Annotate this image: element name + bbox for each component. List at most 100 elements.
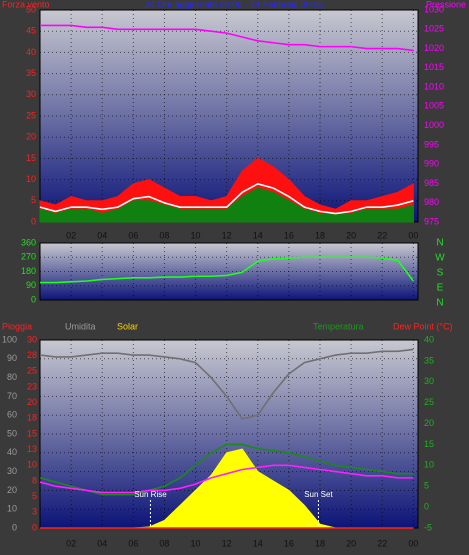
x-tick-label: 06 — [128, 538, 138, 548]
y-tick-label: 90 — [26, 280, 36, 290]
y-tick-label: 10 — [26, 174, 36, 184]
chart-title: 24 Ore aggiornato 00:00 - 24 Febbraio 00… — [145, 0, 324, 9]
legend-label: Umidita — [65, 321, 96, 331]
annotation: Sun Rise — [134, 490, 167, 499]
line — [40, 256, 414, 284]
y2-tick-label: 1015 — [424, 62, 444, 72]
y-tick-label: 50 — [26, 4, 36, 14]
y2-tick-label: 0 — [424, 501, 429, 511]
y-tick-label: 15 — [26, 153, 36, 163]
x-tick-label: 00 — [408, 230, 418, 240]
area — [39, 187, 414, 223]
x-tick-label: 12 — [222, 230, 232, 240]
y-tick-label: 25 — [26, 110, 36, 120]
compass-label: N — [436, 298, 443, 309]
legend-label: Solar — [117, 321, 138, 331]
y2-tick-label: 1020 — [424, 43, 444, 53]
x-tick-label: 18 — [315, 230, 325, 240]
x-tick-label: 14 — [253, 538, 263, 548]
x-tick-label: 00 — [408, 538, 418, 548]
x-tick-label: 06 — [128, 230, 138, 240]
legend-label: Dew Point (°C) — [393, 321, 453, 331]
y-tick-label: 45 — [26, 26, 36, 36]
y2-axis-label: Pressione — [426, 0, 466, 9]
y3-tick-label: 20 — [27, 397, 37, 407]
y2-tick-label: 20 — [424, 418, 434, 428]
y-tick-label: 70 — [7, 391, 17, 401]
y2-tick-label: 5 — [424, 481, 429, 491]
plot-area — [39, 9, 419, 223]
y3-tick-label: 25 — [27, 366, 37, 376]
y2-tick-label: 990 — [424, 159, 439, 169]
y-tick-label: 100 — [2, 334, 17, 344]
y-tick-label: 35 — [26, 68, 36, 78]
y3-tick-label: 10 — [27, 460, 37, 470]
y2-tick-label: 1005 — [424, 101, 444, 111]
y3-tick-label: 23 — [27, 381, 37, 391]
y-tick-label: 270 — [21, 252, 36, 262]
line — [39, 464, 414, 494]
line — [39, 182, 414, 215]
y3-tick-label: 18 — [27, 413, 37, 423]
y3-tick-label: 5 — [32, 491, 37, 501]
x-tick-label: 16 — [284, 538, 294, 548]
x-tick-label: 02 — [66, 538, 76, 548]
y2-tick-label: 975 — [424, 216, 439, 226]
x-tick-label: 18 — [315, 538, 325, 548]
y2-tick-label: 1030 — [424, 4, 444, 14]
x-tick-label: 22 — [377, 230, 387, 240]
y3-tick-label: 28 — [27, 350, 37, 360]
y2-tick-label: 40 — [424, 334, 434, 344]
y3-tick-label: 13 — [27, 444, 37, 454]
y2-tick-label: 980 — [424, 197, 439, 207]
x-tick-label: 20 — [346, 538, 356, 548]
y2-tick-label: 1000 — [424, 120, 444, 130]
y2-tick-label: 1010 — [424, 81, 444, 91]
y-tick-label: 60 — [7, 410, 17, 420]
line — [40, 24, 414, 52]
x-tick-label: 12 — [222, 538, 232, 548]
y2-tick-label: 995 — [424, 139, 439, 149]
line — [39, 348, 414, 420]
y-tick-label: 0 — [12, 522, 17, 532]
y-tick-label: 80 — [7, 372, 17, 382]
x-tick-label: 02 — [66, 230, 76, 240]
y-tick-label: 40 — [7, 447, 17, 457]
x-tick-label: 20 — [346, 230, 356, 240]
y2-tick-label: -5 — [424, 522, 432, 532]
y-tick-label: 5 — [31, 195, 36, 205]
x-tick-label: 10 — [191, 230, 201, 240]
legend-label: Temperatura — [313, 321, 364, 331]
y-tick-label: 30 — [7, 466, 17, 476]
x-tick-label: 04 — [97, 538, 107, 548]
compass-label: E — [437, 283, 444, 294]
compass-label: S — [437, 268, 444, 279]
y2-tick-label: 985 — [424, 178, 439, 188]
x-tick-label: 04 — [97, 230, 107, 240]
y-tick-label: 30 — [26, 89, 36, 99]
y2-tick-label: 35 — [424, 355, 434, 365]
y-tick-label: 50 — [7, 428, 17, 438]
y3-tick-label: 3 — [32, 507, 37, 517]
y3-tick-label: 15 — [27, 428, 37, 438]
x-tick-label: 08 — [159, 538, 169, 548]
y3-tick-label: 30 — [27, 334, 37, 344]
y2-tick-label: 1025 — [424, 24, 444, 34]
y-tick-label: 0 — [31, 216, 36, 226]
legend-label: Pioggia — [2, 321, 32, 331]
y2-tick-label: 30 — [424, 376, 434, 386]
x-tick-label: 16 — [284, 230, 294, 240]
y-tick-label: 10 — [7, 504, 17, 514]
x-tick-label: 14 — [253, 230, 263, 240]
line — [39, 443, 414, 496]
compass-label: W — [435, 253, 445, 264]
y-tick-label: 20 — [26, 132, 36, 142]
x-tick-label: 10 — [191, 538, 201, 548]
y-tick-label: 360 — [21, 237, 36, 247]
compass-label: N — [436, 238, 443, 249]
x-tick-label: 08 — [159, 230, 169, 240]
y2-tick-label: 10 — [424, 460, 434, 470]
y3-tick-label: 8 — [32, 475, 37, 485]
